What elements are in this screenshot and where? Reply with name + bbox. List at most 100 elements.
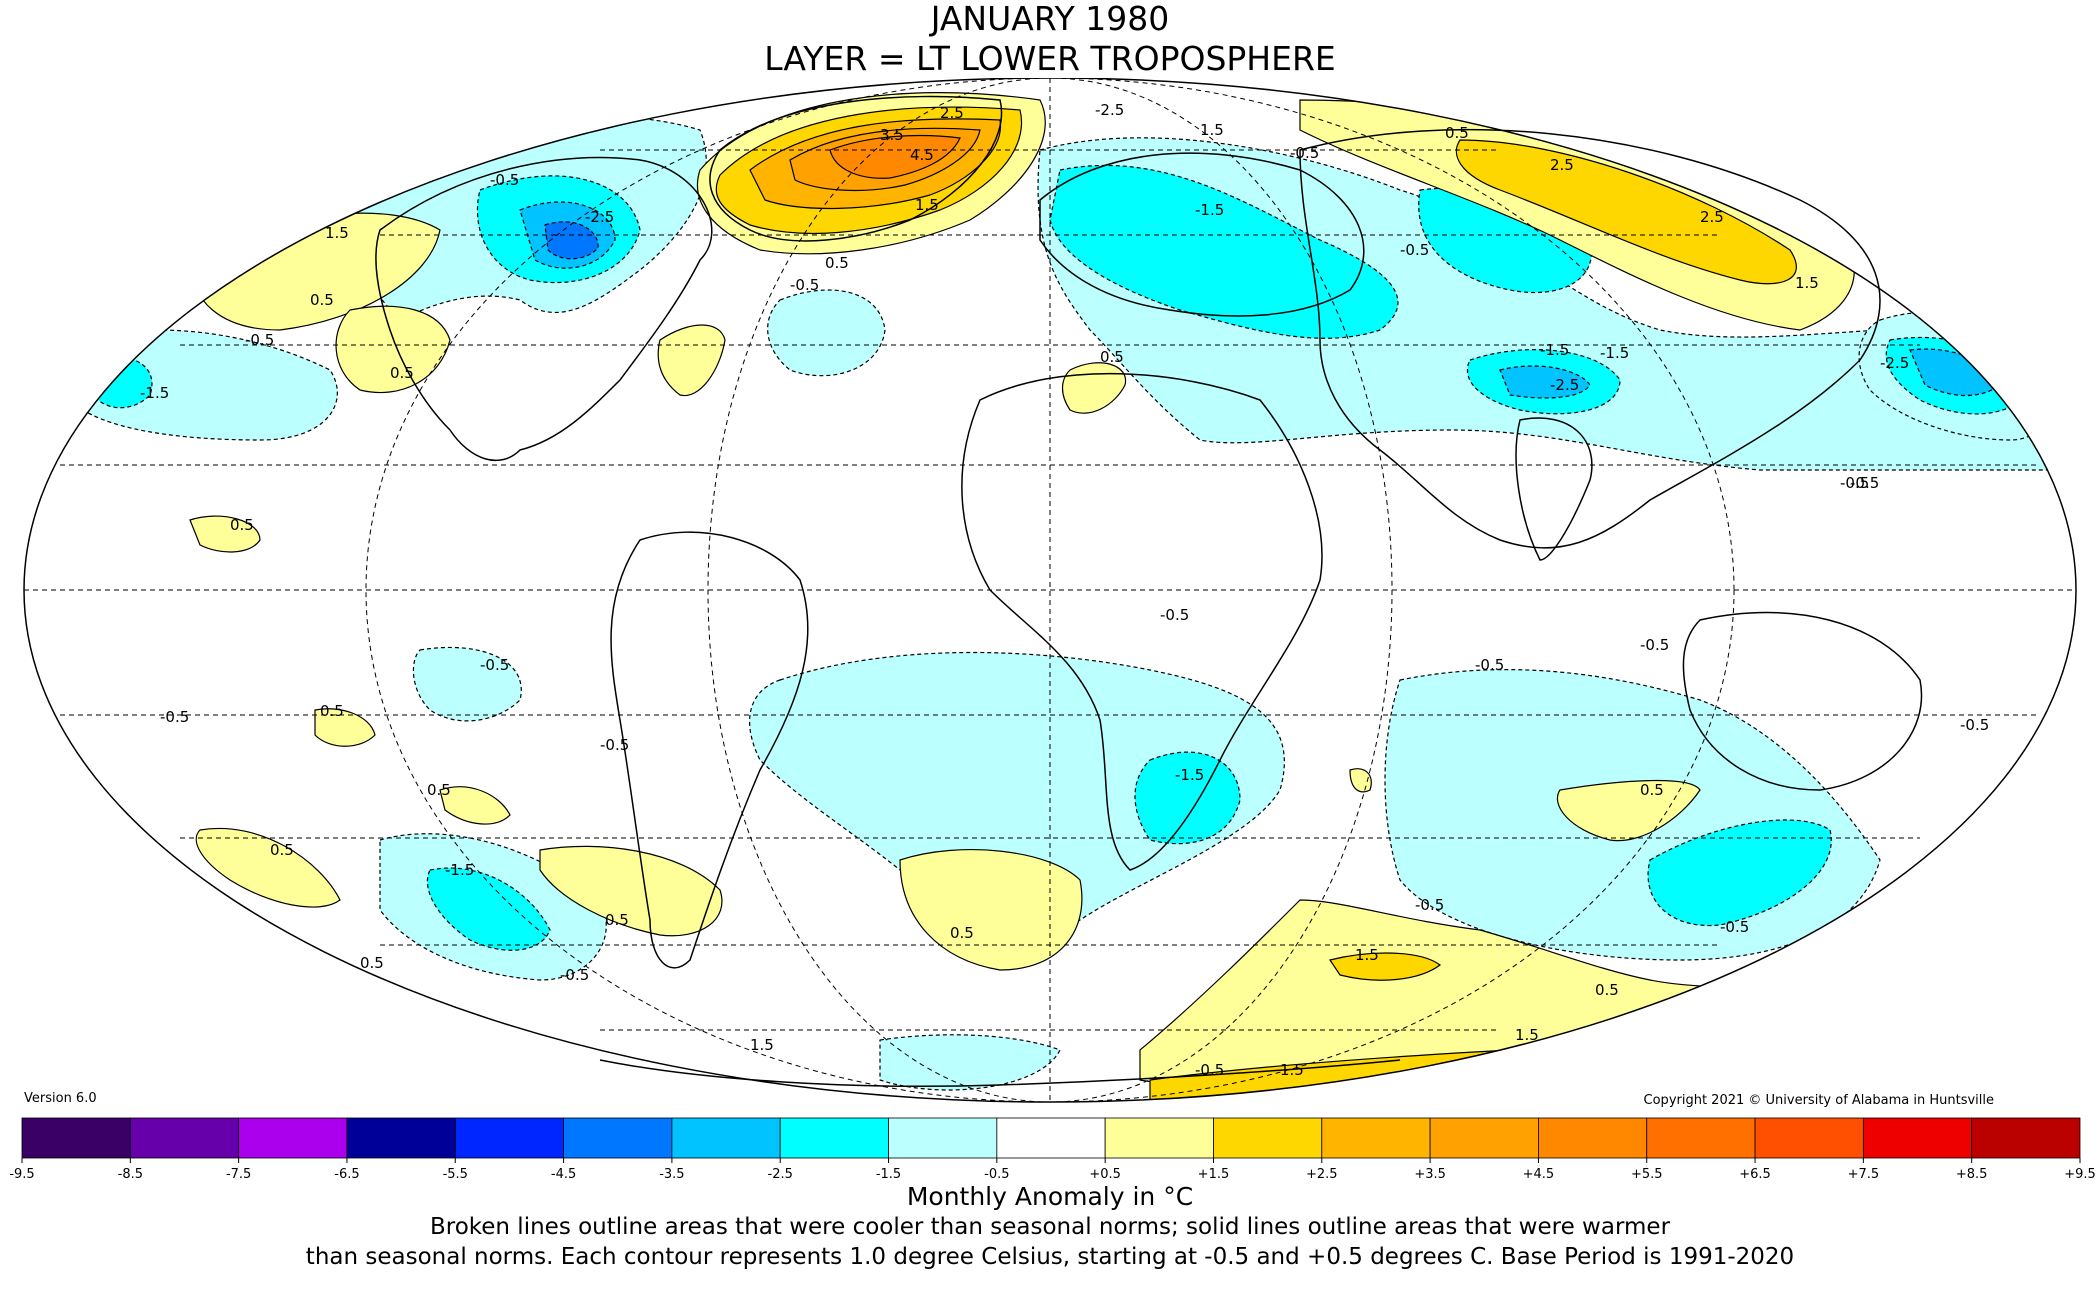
india-outline (1515, 417, 1593, 561)
colorbar-tick-label: -4.5 (551, 1167, 576, 1182)
note-line-2: than seasonal norms. Each contour repres… (305, 1244, 1795, 1270)
contour-label: -0.5 (480, 656, 509, 674)
contour-label: -0.5 (1415, 896, 1444, 914)
version-label: Version 6.0 (24, 1091, 97, 1106)
warm-anomaly-region (539, 845, 723, 937)
contour-label: 1.5 (1280, 1061, 1304, 1079)
south-america-outline (610, 531, 809, 969)
warm-anomaly-region (899, 849, 1083, 971)
contour-label: 1.5 (1515, 1026, 1539, 1044)
contour-label: -2.5 (585, 208, 614, 226)
warm-anomaly-region (439, 786, 511, 825)
contour-label: 2.5 (1550, 156, 1574, 174)
cool-anomaly-region (767, 289, 886, 377)
copyright-label: Copyright 2021 © University of Alabama i… (1643, 1093, 1994, 1108)
contour-label: -0.5 (1195, 1061, 1224, 1079)
contour-label: 1.5 (915, 196, 939, 214)
colorbar-tick-label: -7.5 (226, 1167, 251, 1182)
contour-label: -0.5 (1400, 241, 1429, 259)
colorbar-swatch (563, 1117, 673, 1159)
contour-label: 0.5 (310, 291, 334, 309)
greenland-outline (709, 95, 1003, 242)
cool-anomaly-region (1134, 751, 1241, 845)
contour-label: -0.5 (1850, 474, 1879, 492)
colorbar-tick-label: -5.5 (443, 1167, 468, 1182)
cool-anomaly-region (426, 867, 551, 951)
colorbar-swatches (21, 1117, 2081, 1159)
warm-anomaly-region (195, 828, 341, 908)
contour-label: 1.5 (1795, 274, 1819, 292)
contour-label: -2.5 (1550, 376, 1579, 394)
colorbar-tick-label: +9.5 (2064, 1167, 2096, 1182)
colorbar: -9.5 -8.5 -7.5 -6.5 -5.5 -4.5 -3.5 -2.5 -1.5 -0.5… (9, 1117, 2096, 1182)
warm-anomaly-region (335, 305, 451, 394)
contour-label: 3.5 (880, 126, 904, 144)
contour-label: 4.5 (910, 146, 934, 164)
colorbar-tick-label: -9.5 (9, 1167, 34, 1182)
layer-subtitle: LAYER = LT LOWER TROPOSPHERE (764, 39, 1336, 78)
contour-label: -1.5 (1600, 344, 1629, 362)
colorbar-tick-label: +2.5 (1306, 1167, 1338, 1182)
contour-label: 1.5 (750, 1036, 774, 1054)
contour-label: 1.5 (1355, 946, 1379, 964)
colorbar-swatch (1538, 1117, 1648, 1159)
globe-outline (23, 78, 2077, 1103)
cool-anomaly-region (1647, 819, 1832, 927)
contour-label: -2.5 (1095, 101, 1124, 119)
contour-label: 0.5 (1640, 781, 1664, 799)
contour-label: 0.5 (360, 954, 384, 972)
colorbar-swatch (1429, 1117, 1539, 1159)
contour-label: -1.5 (445, 861, 474, 879)
cool-anomaly-region (879, 1034, 1061, 1091)
colorbar-tick-label: -1.5 (876, 1167, 901, 1182)
colorbar-swatch (238, 1117, 348, 1159)
colorbar-tick-label: +5.5 (1631, 1167, 1663, 1182)
colorbar-tick-label: -8.5 (118, 1167, 143, 1182)
coastlines (375, 95, 1923, 1088)
contour-label: 0.5 (390, 364, 414, 382)
colorbar-swatch (21, 1117, 131, 1159)
note-line-1: Broken lines outline areas that were coo… (429, 1214, 1671, 1240)
contour-label: 0.5 (950, 924, 974, 942)
colorbar-swatch (1321, 1117, 1431, 1159)
africa-outline (961, 372, 1323, 871)
north-america-outline (375, 156, 713, 461)
contour-label: 0.5 (1100, 348, 1124, 366)
contour-label: -1.5 (140, 384, 169, 402)
contour-label: 0.5 (1595, 981, 1619, 999)
warm-anomaly-region (1455, 139, 1797, 285)
colorbar-swatch (671, 1117, 781, 1159)
colorbar-tick-label: +6.5 (1739, 1167, 1771, 1182)
contour-label: 1.5 (325, 224, 349, 242)
colorbar-tick-label: +1.5 (1198, 1167, 1230, 1182)
colorbar-swatch (1646, 1117, 1756, 1159)
map-title: JANUARY 1980 (930, 0, 1170, 38)
colorbar-swatch (346, 1117, 456, 1159)
contour-label: -1.5 (1540, 341, 1569, 359)
contour-label: -0.5 (1720, 918, 1749, 936)
warm-anomaly-region (657, 324, 726, 397)
contour-label: -0.5 (600, 736, 629, 754)
warm-anomaly-region (1329, 952, 1442, 981)
contour-label: -0.5 (790, 276, 819, 294)
colorbar-tick-label: +8.5 (1956, 1167, 1988, 1182)
colorbar-swatch (888, 1117, 998, 1159)
colorbar-title: Monthly Anomaly in °C (906, 1182, 1194, 1211)
asia-outline (1299, 128, 1881, 549)
colorbar-ticks: -9.5 -8.5 -7.5 -6.5 -5.5 -4.5 -3.5 -2.5 -1.5 -0.5… (9, 1158, 2096, 1182)
colorbar-swatch (129, 1117, 240, 1159)
warm-anomaly-region (1556, 779, 1701, 842)
anomaly-map: 2.5 4.5 3.5 1.5 0.5 -2.5 1.5 -0.5 -1.5 -… (23, 78, 2077, 1103)
colorbar-tick-label: +7.5 (1848, 1167, 1880, 1182)
contour-label: -1.5 (1195, 201, 1224, 219)
cool-anomaly-region (544, 221, 599, 260)
contour-label: -0.5 (160, 708, 189, 726)
colorbar-tick-label: +0.5 (1089, 1167, 1121, 1182)
contour-label: 0.5 (270, 841, 294, 859)
colorbar-tick-label: -0.5 (984, 1167, 1009, 1182)
colorbar-swatch (1754, 1117, 1864, 1159)
cool-anomaly-region (1499, 365, 1591, 399)
contour-label: -0.5 (1640, 636, 1669, 654)
contour-label: -0.5 (560, 966, 589, 984)
colorbar-swatch (779, 1117, 889, 1159)
